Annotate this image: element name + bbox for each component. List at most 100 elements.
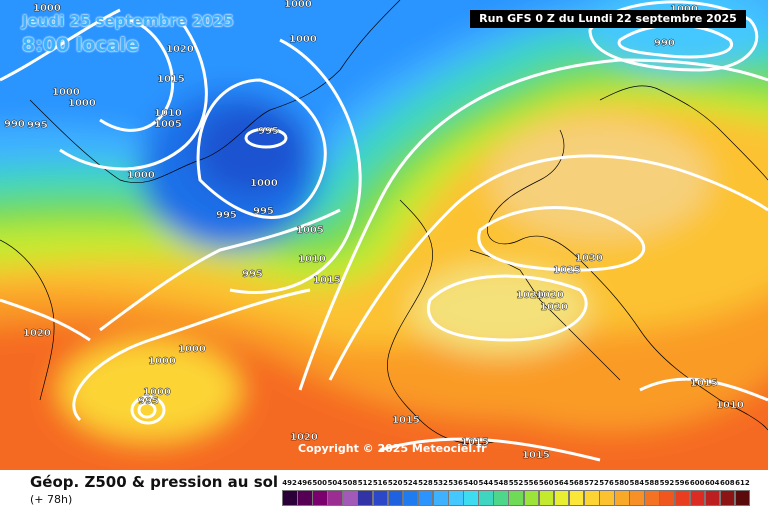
pressure-label: 1015 (392, 415, 420, 426)
legend-value: 608 (720, 479, 735, 487)
pressure-label: 1020 (23, 328, 51, 339)
legend-value: 532 (433, 479, 448, 487)
legend-value: 540 (463, 479, 479, 487)
pressure-label-group: 1000 1000 1000 1020 1015 1000 1000 990 9… (4, 0, 744, 461)
pressure-label: 1010 (154, 108, 182, 119)
legend-value: 600 (689, 479, 705, 487)
legend-swatch (372, 490, 389, 506)
legend-value: 604 (704, 479, 720, 487)
legend-value: 524 (403, 479, 418, 487)
pressure-label: 1000 (289, 34, 317, 45)
legend-swatch (599, 490, 615, 506)
legend-swatch (297, 490, 313, 506)
geopotential-field (0, 0, 768, 470)
color-scale-legend (282, 490, 751, 506)
legend-labels: 492 496 500 504 508 512 516 520 524 528 532 536 540 5… (282, 479, 750, 489)
legend-value: 588 (644, 479, 660, 487)
legend-value: 572 (584, 479, 599, 487)
legend-swatch (448, 490, 464, 506)
legend-value: 512 (357, 479, 373, 487)
legend-swatch (553, 490, 570, 506)
legend-swatch (674, 490, 691, 506)
pressure-label: 1010 (298, 254, 326, 265)
legend-value: 520 (387, 479, 403, 487)
pressure-label: 1020 (166, 44, 194, 55)
legend-value: 536 (448, 479, 463, 487)
pressure-label: 1030 (575, 253, 603, 264)
pressure-label: 1015 (522, 450, 550, 461)
pressure-label: 990 (654, 38, 675, 49)
pressure-label: 1020 (516, 290, 544, 301)
pressure-label: 1020 (540, 302, 568, 313)
pressure-label: 1000 (178, 344, 206, 355)
pressure-label: 1020 (536, 290, 564, 301)
legend-value: 556 (523, 479, 539, 487)
legend-swatch (417, 490, 434, 506)
pressure-label: 1015 (157, 74, 185, 85)
pressure-label: 1000 (250, 178, 278, 189)
legend-swatch (629, 490, 645, 506)
legend-value: 568 (569, 479, 584, 487)
legend-swatch (719, 490, 736, 506)
legend-swatch (523, 490, 540, 506)
legend-value: 500 (312, 479, 328, 487)
legend-swatch (659, 490, 675, 506)
footer: Géop. Z500 & pression au sol (+ 78h) 492… (0, 470, 768, 512)
legend-swatch (614, 490, 630, 506)
pressure-label: 1000 (52, 87, 80, 98)
legend-swatch (508, 490, 525, 506)
legend-swatch (689, 490, 706, 506)
legend-swatch (432, 490, 449, 506)
legend-swatch (342, 490, 358, 506)
pressure-label: 1000 (148, 356, 176, 367)
pressure-label: 995 (242, 269, 263, 280)
legend-swatch (312, 490, 328, 506)
coastlines (0, 0, 768, 445)
pressure-label: 1010 (716, 400, 744, 411)
legend-swatch (568, 490, 585, 506)
pressure-label: 995 (258, 126, 279, 137)
legend-value: 548 (493, 479, 509, 487)
footer-subtitle: (+ 78h) (30, 493, 73, 506)
legend-swatch (734, 490, 751, 506)
forecast-time: 8:00 locale (22, 34, 139, 56)
legend-swatch (538, 490, 555, 506)
pressure-label: 1000 (284, 0, 312, 10)
weather-map: 1000 1000 1000 1020 1015 1000 1000 990 9… (0, 0, 768, 470)
legend-swatch (478, 490, 494, 506)
forecast-date: Jeudi 25 septembre 2025 (22, 12, 234, 30)
legend-swatch (493, 490, 509, 506)
pressure-label: 1000 (143, 387, 171, 398)
pressure-label: 995 (27, 120, 48, 131)
run-info: Run GFS 0 Z du Lundi 22 septembre 2025 (470, 10, 746, 28)
legend-value: 584 (629, 479, 645, 487)
legend-swatch (387, 490, 404, 506)
copyright: Copyright © 2025 Meteociel.fr (298, 442, 487, 455)
pressure-label: 1000 (33, 3, 61, 14)
pressure-label: 1015 (690, 378, 718, 389)
pressure-label: 1005 (154, 119, 182, 130)
legend-value: 552 (508, 479, 524, 487)
legend-swatch (583, 490, 600, 506)
legend-swatch (402, 490, 419, 506)
footer-title: Géop. Z500 & pression au sol (30, 473, 279, 491)
legend-swatch (282, 490, 298, 506)
legend-value: 596 (674, 479, 690, 487)
pressure-label: 1020 (290, 432, 318, 443)
legend-swatch (644, 490, 660, 506)
legend-value: 576 (599, 479, 614, 487)
legend-swatch (463, 490, 479, 506)
legend-value: 544 (478, 479, 494, 487)
pressure-label: 1025 (553, 265, 581, 276)
legend-value: 492 (282, 479, 297, 487)
legend-swatch (357, 490, 374, 506)
isobars (0, 0, 768, 462)
legend-value: 592 (659, 479, 675, 487)
pressure-label: 1005 (296, 225, 324, 236)
pressure-label: 1000 (68, 98, 96, 109)
pressure-label: 1000 (670, 4, 698, 15)
pressure-label: 1015 (461, 437, 489, 448)
legend-value: 528 (418, 479, 433, 487)
pressure-label: 995 (253, 206, 274, 217)
legend-value: 612 (735, 479, 750, 487)
